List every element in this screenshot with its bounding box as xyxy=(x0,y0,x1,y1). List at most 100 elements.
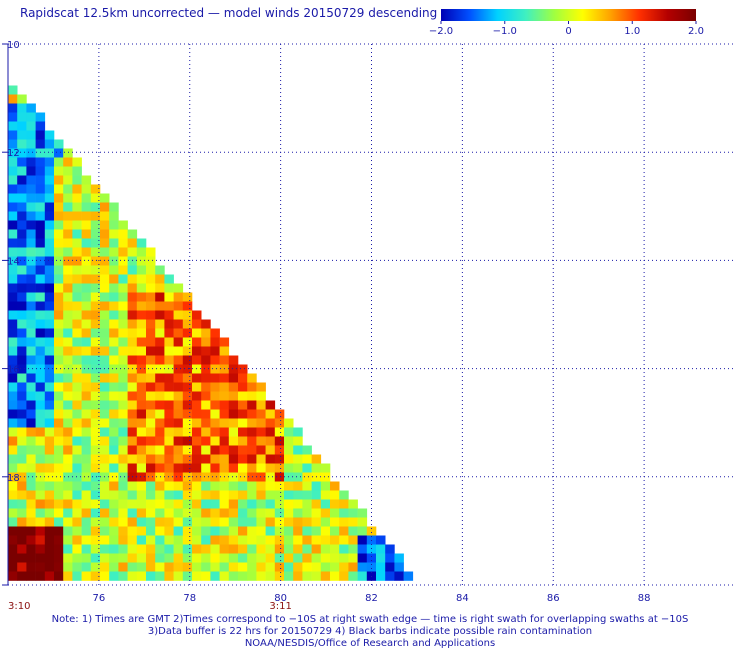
heatmap-cell xyxy=(182,463,193,473)
heatmap-cell xyxy=(357,562,368,572)
heatmap-cell xyxy=(293,499,303,509)
heatmap-cell xyxy=(201,517,211,527)
heatmap-cell xyxy=(127,535,138,545)
heatmap-cell xyxy=(81,175,92,185)
heatmap-cell xyxy=(155,544,165,554)
heatmap-cell xyxy=(72,472,82,482)
heatmap-cell xyxy=(26,400,36,410)
heatmap-cell xyxy=(54,220,64,230)
heatmap-cell xyxy=(136,454,147,464)
heatmap-cell xyxy=(8,292,18,302)
heatmap-cell xyxy=(311,499,322,509)
heatmap-cell xyxy=(44,571,55,581)
heatmap-cell xyxy=(35,121,46,131)
heatmap-cell xyxy=(63,454,73,464)
heatmap-cell xyxy=(228,472,239,482)
heatmap-cell xyxy=(100,427,110,437)
heatmap-cell xyxy=(201,571,211,581)
heatmap-cell xyxy=(330,571,340,581)
heatmap-cell xyxy=(17,373,27,383)
heatmap-cell xyxy=(118,445,128,455)
heatmap-cell xyxy=(302,562,312,572)
heatmap-cell xyxy=(63,166,73,176)
heatmap-cell xyxy=(109,346,119,356)
colorbar-tick-label: 1.0 xyxy=(624,26,640,37)
heatmap-cell xyxy=(26,364,36,374)
heatmap-cell xyxy=(17,157,27,167)
heatmap-cell xyxy=(100,256,110,266)
heatmap-cell xyxy=(210,337,220,347)
heatmap-cell xyxy=(17,481,27,491)
heatmap-cell xyxy=(35,508,46,518)
heatmap-cell xyxy=(26,193,36,203)
heatmap-cell xyxy=(192,409,202,419)
heatmap-cell xyxy=(274,454,285,464)
heatmap-cell xyxy=(44,256,55,266)
heatmap-cell xyxy=(311,571,322,581)
heatmap-cell xyxy=(256,382,266,392)
heatmap-cell xyxy=(293,544,303,554)
heatmap-cell xyxy=(81,346,92,356)
heatmap-cell xyxy=(63,508,73,518)
heatmap-cell xyxy=(26,274,36,284)
heatmap-cell xyxy=(63,391,73,401)
heatmap-cell xyxy=(127,373,138,383)
heatmap-cell xyxy=(330,553,340,563)
heatmap-cell xyxy=(182,427,193,437)
heatmap-cell xyxy=(90,355,101,365)
heatmap-cell xyxy=(8,436,18,446)
heatmap-cell xyxy=(293,436,303,446)
heatmap-cell xyxy=(146,355,156,365)
heatmap-cell xyxy=(201,490,211,500)
heatmap-cell xyxy=(173,400,184,410)
heatmap-cell xyxy=(238,472,248,482)
heatmap-cell xyxy=(228,355,239,365)
heatmap-cell xyxy=(219,436,230,446)
heatmap-cell xyxy=(293,463,303,473)
heatmap-cell xyxy=(164,328,174,338)
heatmap-cell xyxy=(17,544,27,554)
heatmap-cell xyxy=(81,202,92,212)
heatmap-cell xyxy=(284,454,294,464)
heatmap-cell xyxy=(44,445,55,455)
heatmap-cell xyxy=(192,571,202,581)
heatmap-cell xyxy=(320,463,331,473)
heatmap-cell xyxy=(127,310,138,320)
heatmap-cell xyxy=(26,553,36,563)
heatmap-cell xyxy=(90,301,101,311)
heatmap-cell xyxy=(173,337,184,347)
heatmap-cell xyxy=(109,265,119,275)
heatmap-cell xyxy=(100,193,110,203)
heatmap-cell xyxy=(26,427,36,437)
heatmap-cell xyxy=(118,562,128,572)
heatmap-cell xyxy=(201,544,211,554)
heatmap-cell xyxy=(136,328,147,338)
heatmap-cell xyxy=(219,355,230,365)
heatmap-cell xyxy=(109,211,119,221)
heatmap-cell xyxy=(8,544,18,554)
heatmap-cell xyxy=(201,562,211,572)
heatmap-cell xyxy=(146,499,156,509)
heatmap-cell xyxy=(164,301,174,311)
heatmap-cell xyxy=(118,301,128,311)
heatmap-cell xyxy=(109,364,119,374)
x-tick-label: 80 xyxy=(274,593,287,604)
heatmap-cell xyxy=(17,166,27,176)
time-label: 3:11 xyxy=(269,601,291,612)
heatmap-cell xyxy=(8,175,18,185)
heatmap-cell xyxy=(44,157,55,167)
heatmap-cell xyxy=(63,490,73,500)
heatmap-cell xyxy=(238,382,248,392)
heatmap-cell xyxy=(155,463,165,473)
heatmap-cell xyxy=(109,238,119,248)
heatmap-cell xyxy=(100,301,110,311)
heatmap-cell xyxy=(72,508,82,518)
heatmap-cell xyxy=(330,544,340,554)
heatmap-cell xyxy=(173,301,184,311)
heatmap-cell xyxy=(100,418,110,428)
heatmap-cell xyxy=(146,274,156,284)
heatmap-cell xyxy=(90,310,101,320)
heatmap-cell xyxy=(100,337,110,347)
heatmap-cell xyxy=(90,571,101,581)
heatmap-cell xyxy=(17,130,27,140)
